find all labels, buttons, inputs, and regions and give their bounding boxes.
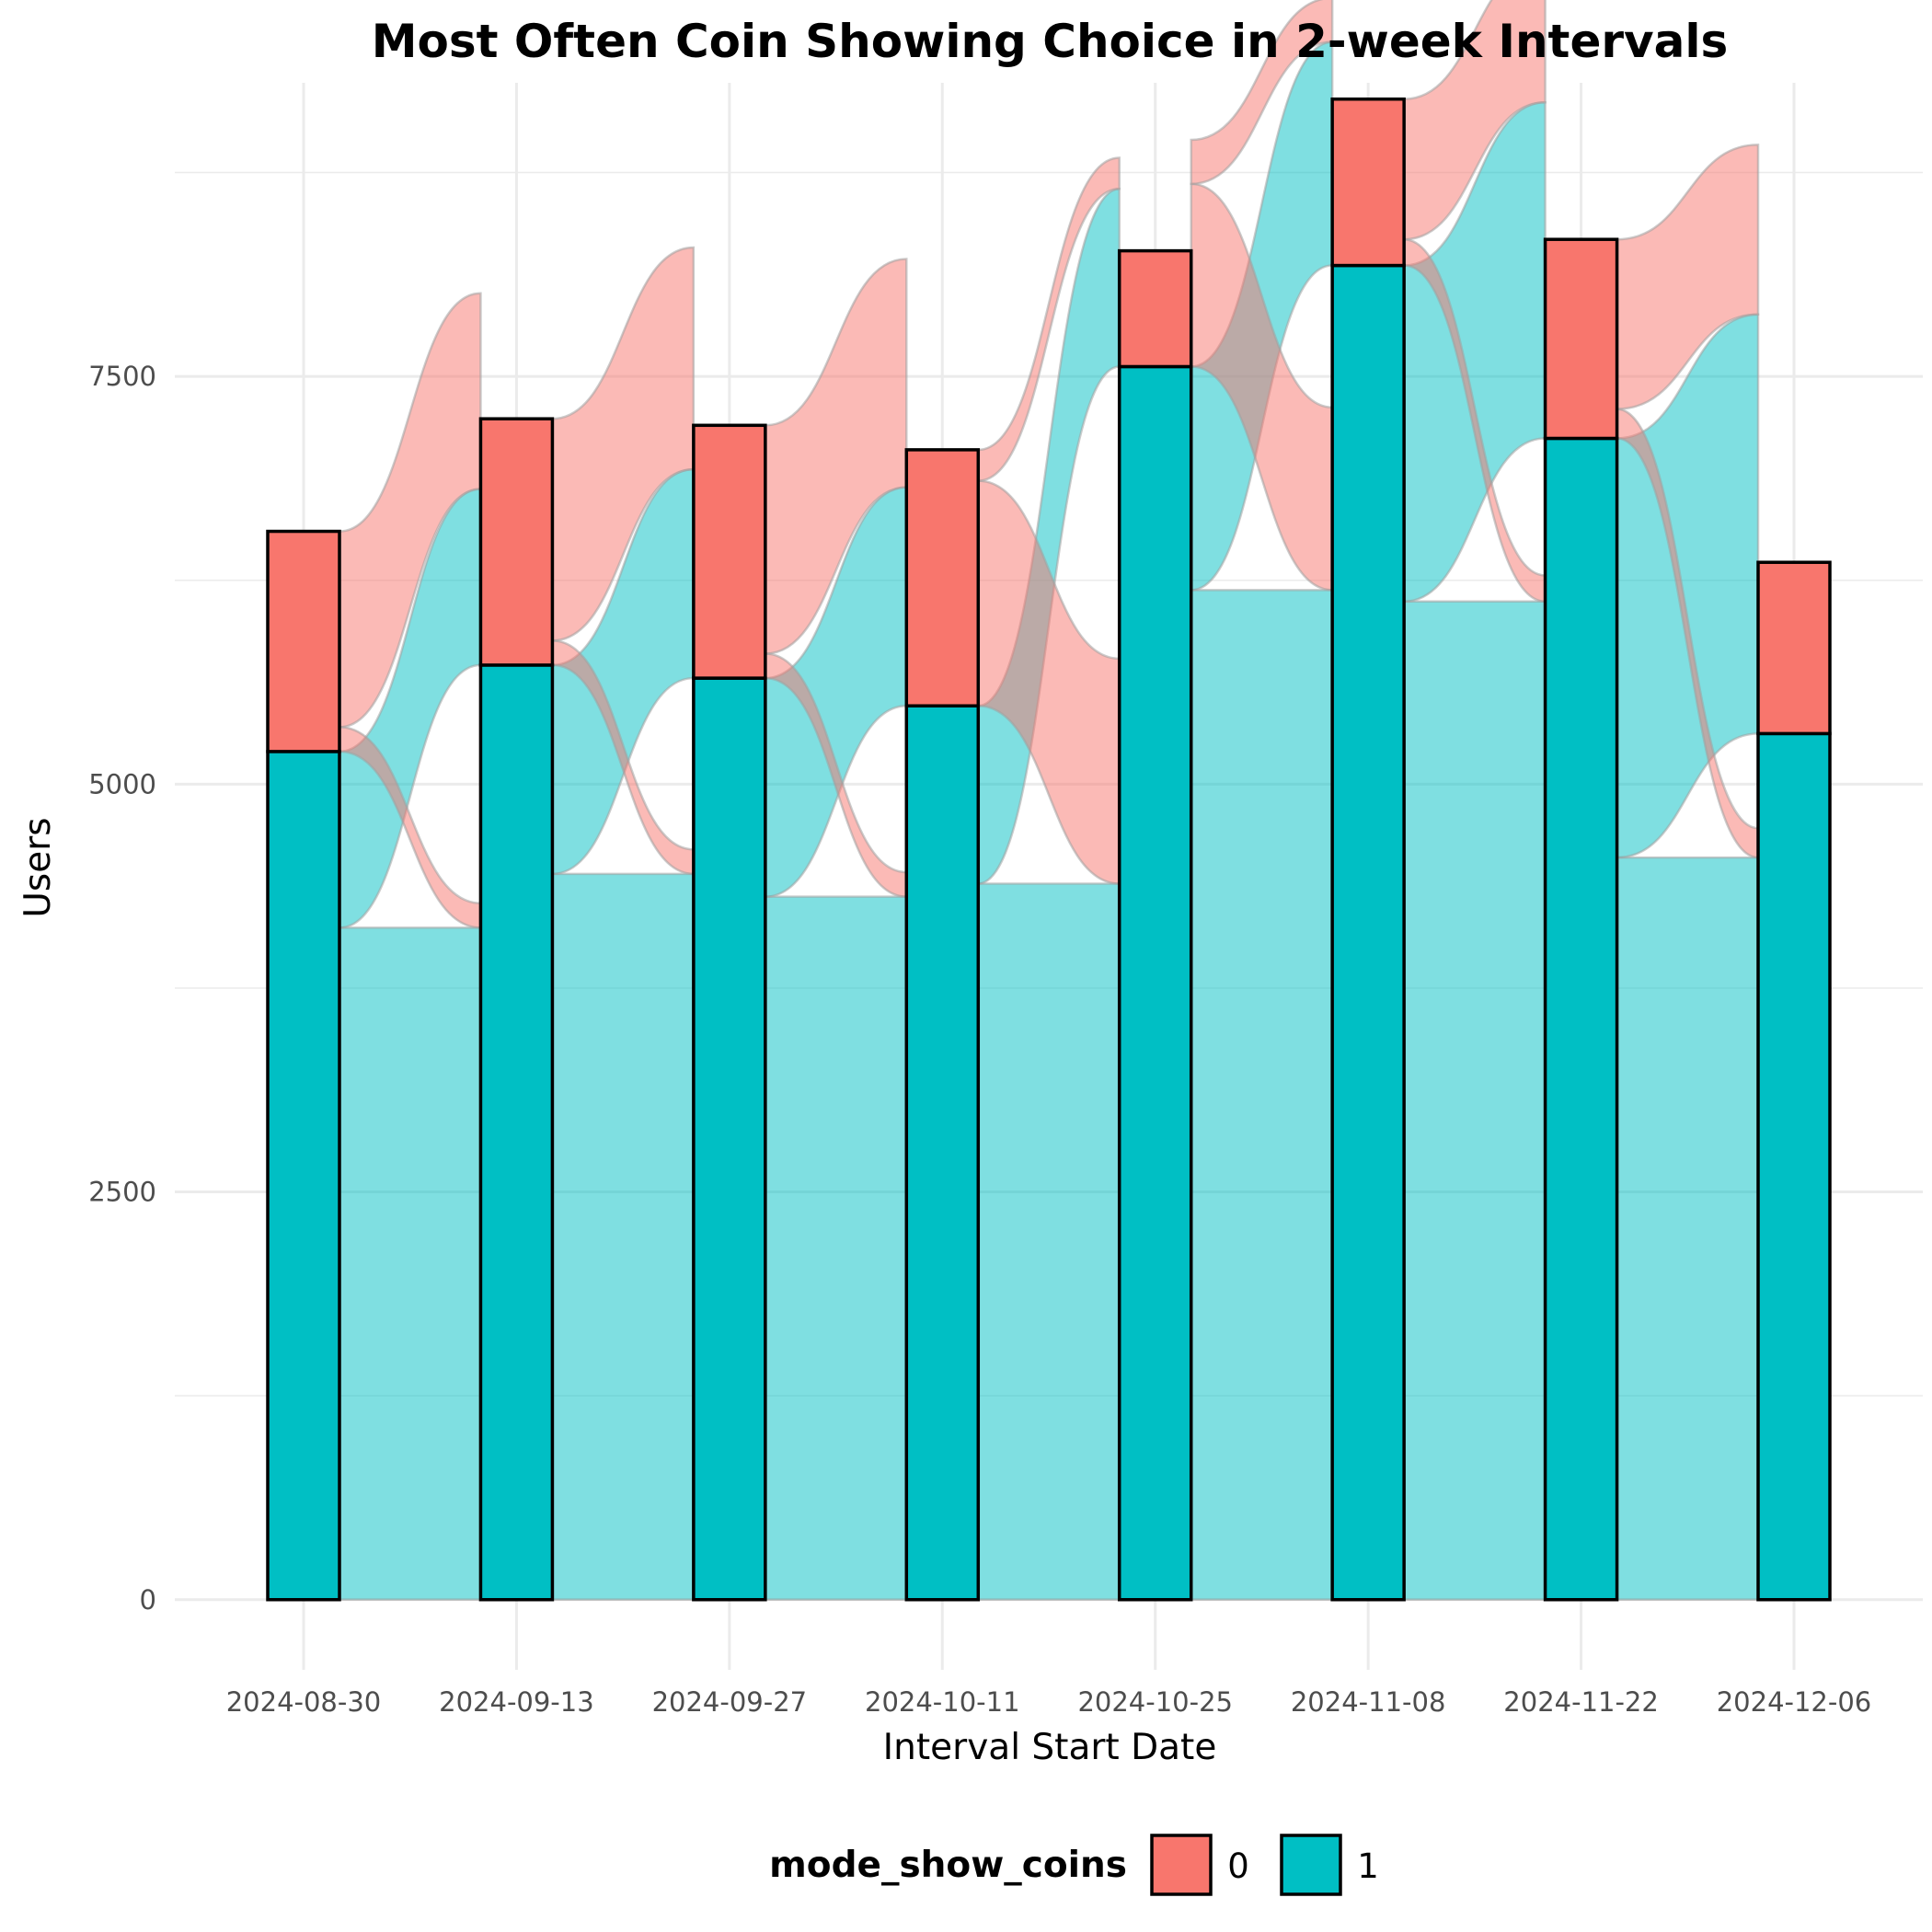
bar-segment-1 — [266, 750, 341, 1602]
flow-ribbon — [1616, 144, 1760, 410]
bar-segment-0 — [1330, 97, 1406, 268]
y-tick-label: 2500 — [88, 1177, 156, 1208]
x-tick-label: 2024-12-06 — [1717, 1686, 1872, 1718]
y-tick-label: 7500 — [88, 361, 156, 392]
bar-segment-1 — [1543, 436, 1619, 1602]
legend-label-1: 1 — [1357, 1846, 1379, 1886]
flow-ribbon — [764, 895, 908, 1602]
flow-ribbon — [1616, 856, 1760, 1602]
legend-title: mode_show_coins — [769, 1845, 1127, 1886]
bar-segment-1 — [692, 676, 767, 1602]
bar-segment-0 — [1543, 237, 1619, 441]
x-tick-label: 2024-09-27 — [652, 1686, 808, 1718]
bar-segment-0 — [266, 529, 341, 753]
y-axis-ticks: 0 2500 5000 7500 — [88, 361, 156, 1616]
flow-ribbon — [1190, 589, 1334, 1602]
bar-segment-0 — [1756, 560, 1832, 736]
bar-segment-1 — [904, 704, 981, 1602]
flow-ribbon — [1190, 0, 1334, 186]
x-tick-label: 2024-08-30 — [226, 1686, 382, 1718]
y-tick-label: 0 — [140, 1584, 156, 1616]
flow-ribbon — [1402, 0, 1547, 241]
flow-ribbon — [1402, 600, 1547, 1602]
legend-key-1 — [1280, 1834, 1342, 1896]
bar-segment-1 — [1117, 364, 1193, 1602]
flow-ribbon — [551, 872, 696, 1602]
x-tick-label: 2024-10-25 — [1077, 1686, 1233, 1718]
bar-segment-1 — [478, 663, 555, 1602]
x-tick-label: 2024-11-08 — [1291, 1686, 1446, 1718]
y-tick-label: 5000 — [88, 768, 156, 799]
stacked-bars — [266, 97, 1832, 1602]
flow-ribbon — [338, 926, 482, 1602]
y-axis-title: Users — [17, 817, 59, 917]
legend-label-0: 0 — [1227, 1846, 1249, 1886]
bar-segment-1 — [1330, 263, 1406, 1602]
bar-segment-0 — [478, 417, 555, 667]
x-tick-label: 2024-09-13 — [439, 1686, 594, 1718]
bar-segment-0 — [692, 423, 767, 680]
x-axis-title: Interval Start Date — [883, 1727, 1217, 1768]
bar-segment-1 — [1756, 731, 1832, 1602]
bar-segment-0 — [904, 448, 981, 707]
flow-ribbons — [338, 0, 1760, 1602]
x-axis-ticks: 2024-08-30 2024-09-13 2024-09-27 2024-10-11… — [226, 1686, 1872, 1718]
flow-ribbon — [977, 156, 1121, 482]
x-tick-label: 2024-11-22 — [1503, 1686, 1659, 1718]
bar-segment-0 — [1117, 248, 1193, 369]
chart-title: Most Often Coin Showing Choice in 2-week… — [372, 15, 1729, 68]
flow-ribbon — [977, 882, 1121, 1602]
legend-key-0 — [1150, 1834, 1213, 1896]
x-tick-label: 2024-10-11 — [865, 1686, 1020, 1718]
